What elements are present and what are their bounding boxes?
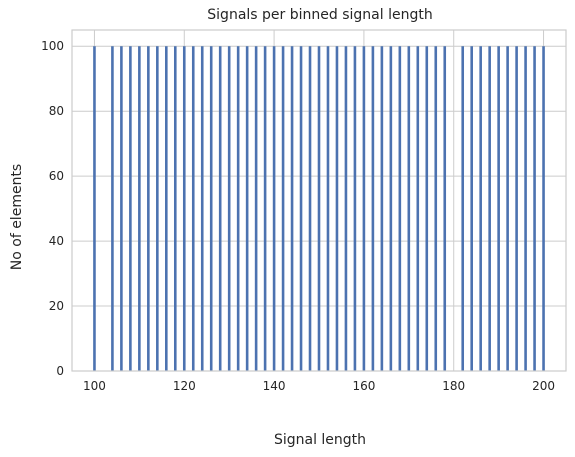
x-tick-label: 120 [173,379,196,393]
bar [533,46,536,371]
bar [362,46,366,371]
x-tick-label: 180 [442,379,465,393]
x-tick-label: 200 [532,379,555,393]
bar [416,46,420,371]
bar [353,46,357,371]
bar [515,46,518,371]
bar [156,46,159,371]
bar [371,46,375,371]
bar [93,46,96,371]
y-axis-label: No of elements [9,164,25,270]
y-tick-label: 60 [49,169,64,183]
x-tick-labels: 100 120 140 160 180 200 [83,379,555,393]
bar [470,46,473,371]
y-tick-label: 20 [49,299,64,313]
bar [488,46,491,371]
bar [425,46,429,371]
bar [227,46,231,371]
bar [461,46,465,371]
x-tick-label: 100 [83,379,106,393]
y-tick-labels: 0 20 40 60 80 100 [41,39,64,378]
bar [129,46,132,371]
y-tick-label: 100 [41,39,64,53]
bar [245,46,249,371]
y-tick-label: 0 [56,364,64,378]
x-tick-label: 140 [263,379,286,393]
bar [263,46,267,371]
bars [93,46,545,371]
bar [218,46,222,371]
bar [254,46,258,371]
bar [191,46,195,371]
bar [182,46,186,371]
bar [209,46,213,371]
bar [434,46,438,371]
plot-frame [71,29,567,372]
x-axis-label: Signal length [274,432,366,448]
bar [542,46,545,371]
bar [317,46,321,371]
bar [299,46,303,371]
y-tick-label: 40 [49,234,64,248]
bar [120,46,123,371]
bar [236,46,240,371]
chart-title: Signals per binned signal length [207,7,432,23]
x-tick-label: 160 [352,379,375,393]
bar [308,46,312,371]
bar [479,46,482,371]
bar [200,46,204,371]
bar [111,46,114,371]
bar [173,46,177,371]
bar [398,46,402,371]
bar [335,46,339,371]
y-tick-label: 80 [49,104,64,118]
bar [443,46,447,371]
bar [344,46,348,371]
bar [165,46,168,371]
bar [326,46,330,371]
bar [389,46,393,371]
bar [272,46,276,371]
bar [147,46,150,371]
bar [290,46,294,371]
bar [524,46,527,371]
bar [281,46,285,371]
bar [138,46,141,371]
bar [380,46,384,371]
bar [506,46,509,371]
bar [407,46,411,371]
bar [497,46,500,371]
